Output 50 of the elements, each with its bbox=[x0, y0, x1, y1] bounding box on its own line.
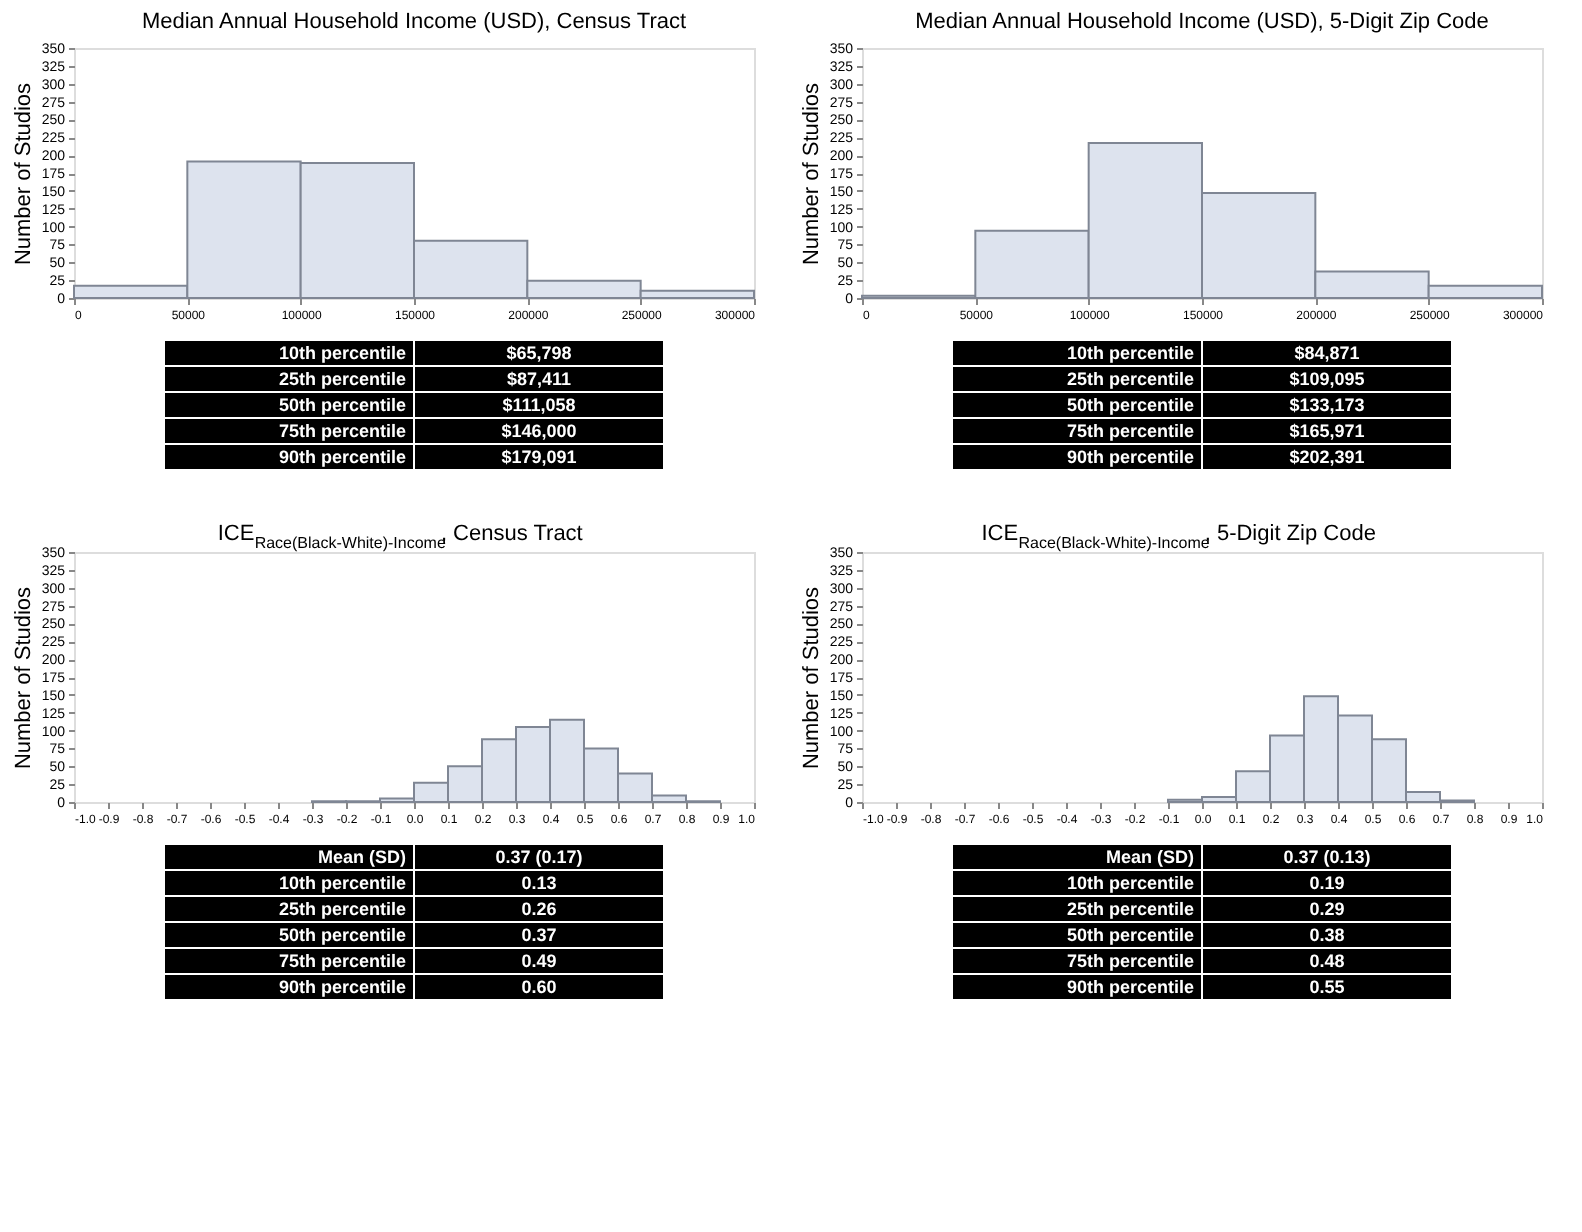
text: $165,971 bbox=[1289, 421, 1365, 441]
text: $65,798 bbox=[506, 343, 572, 363]
y-axis-title: Number of Studios bbox=[799, 81, 824, 266]
text: $84,871 bbox=[1294, 343, 1360, 363]
text: 10th percentile bbox=[1066, 343, 1194, 363]
text: Mean (SD) bbox=[1105, 847, 1194, 867]
text: $87,411 bbox=[506, 369, 572, 389]
text: 75th percentile bbox=[278, 951, 406, 971]
text: 25th percentile bbox=[278, 369, 406, 389]
chart-title: Median Annual Household Income (USD), 5-Digit Zip Code bbox=[915, 10, 1489, 34]
text: $133,173 bbox=[1289, 395, 1365, 415]
text: $109,095 bbox=[1289, 369, 1365, 389]
text: 75th percentile bbox=[1066, 421, 1194, 441]
text: 10th percentile bbox=[278, 873, 406, 893]
text: $146,000 bbox=[501, 421, 577, 441]
y-axis-title: Number of Studios bbox=[799, 585, 824, 770]
text: 0.26 bbox=[521, 899, 557, 919]
text: 0.37 bbox=[521, 925, 557, 945]
text: 25th percentile bbox=[1066, 369, 1194, 389]
y-axis-title: Number of Studios bbox=[11, 585, 36, 770]
y-axis-title: Number of Studios bbox=[11, 81, 36, 266]
text: 0.37 (0.13) bbox=[1283, 847, 1371, 867]
text: 0.48 bbox=[1309, 951, 1345, 971]
text: 0.55 bbox=[1309, 977, 1345, 997]
text: 50th percentile bbox=[278, 395, 406, 415]
text: 10th percentile bbox=[278, 343, 406, 363]
text: 90th percentile bbox=[278, 977, 406, 997]
text: 90th percentile bbox=[278, 447, 406, 467]
text: 0.37 (0.17) bbox=[495, 847, 583, 867]
text: 50th percentile bbox=[278, 925, 406, 945]
text: Mean (SD) bbox=[317, 847, 406, 867]
text: 0.49 bbox=[521, 951, 557, 971]
text: 75th percentile bbox=[278, 421, 406, 441]
text: 25th percentile bbox=[278, 899, 406, 919]
text: 25th percentile bbox=[1066, 899, 1194, 919]
text: 0.38 bbox=[1309, 925, 1345, 945]
text: 50th percentile bbox=[1066, 395, 1194, 415]
text: 90th percentile bbox=[1066, 447, 1194, 467]
text: 0.13 bbox=[521, 873, 557, 893]
chart-title: Median Annual Household Income (USD), Census Tract bbox=[141, 10, 687, 34]
text: 0.60 bbox=[521, 977, 557, 997]
text: 10th percentile bbox=[1066, 873, 1194, 893]
text: 0.19 bbox=[1309, 873, 1345, 893]
text: 50th percentile bbox=[1066, 925, 1194, 945]
text: 90th percentile bbox=[1066, 977, 1194, 997]
text: $111,058 bbox=[502, 395, 576, 415]
text: $179,091 bbox=[501, 447, 577, 467]
text: 0.29 bbox=[1309, 899, 1345, 919]
text: $202,391 bbox=[1289, 447, 1365, 467]
text: 75th percentile bbox=[1066, 951, 1194, 971]
